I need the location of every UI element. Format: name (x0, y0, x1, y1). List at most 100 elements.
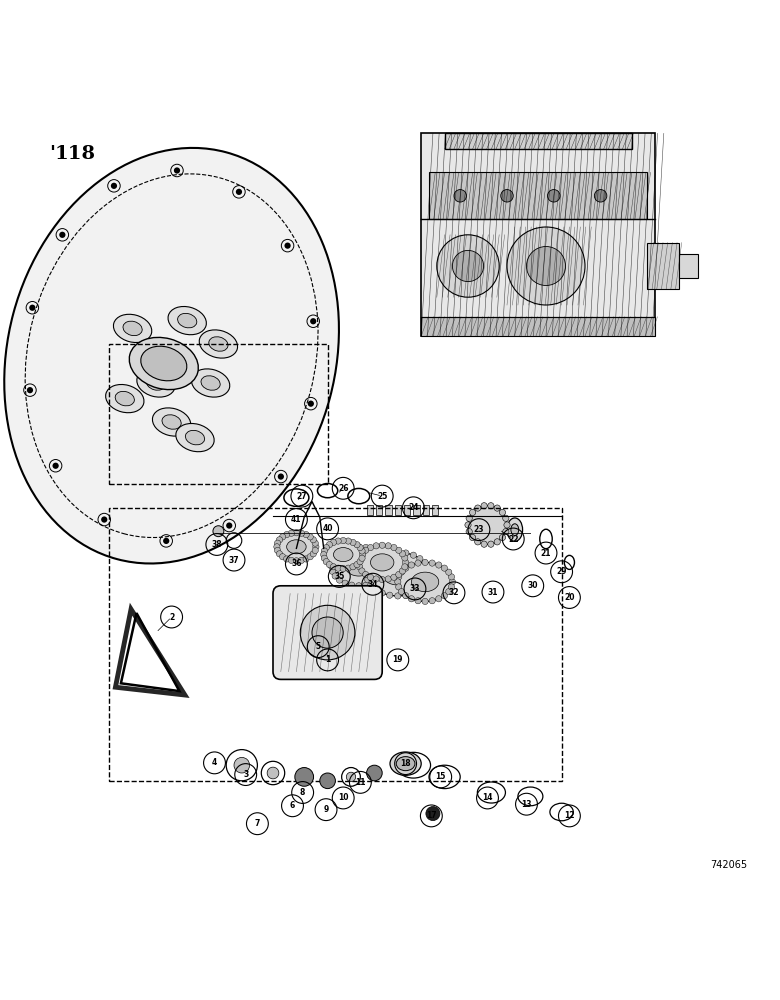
Circle shape (163, 538, 169, 544)
Circle shape (395, 593, 401, 599)
Circle shape (236, 189, 242, 195)
Circle shape (375, 549, 381, 556)
Circle shape (417, 556, 423, 562)
Circle shape (391, 544, 397, 551)
Circle shape (323, 544, 329, 551)
Text: 33: 33 (410, 584, 420, 593)
Text: 27: 27 (296, 492, 307, 501)
Text: 7: 7 (255, 819, 260, 828)
Bar (404, 505, 410, 515)
Circle shape (275, 547, 281, 554)
Circle shape (321, 548, 328, 554)
Circle shape (312, 540, 318, 546)
Circle shape (441, 565, 448, 571)
Ellipse shape (162, 415, 181, 429)
Circle shape (310, 551, 317, 557)
Circle shape (356, 564, 363, 570)
Ellipse shape (113, 314, 152, 343)
Circle shape (370, 580, 376, 586)
Circle shape (342, 580, 348, 586)
Ellipse shape (199, 330, 238, 358)
Circle shape (367, 582, 374, 588)
Circle shape (298, 530, 304, 536)
Bar (421, 317, 655, 336)
Circle shape (367, 574, 374, 580)
Text: 14: 14 (482, 793, 493, 802)
Ellipse shape (136, 369, 176, 397)
Circle shape (409, 596, 415, 602)
Text: 3: 3 (243, 770, 248, 779)
Text: 742065: 742065 (710, 860, 747, 870)
Circle shape (284, 556, 290, 562)
Text: 9: 9 (324, 805, 328, 814)
Circle shape (267, 767, 279, 779)
FancyBboxPatch shape (421, 133, 655, 336)
Circle shape (356, 555, 363, 561)
Circle shape (364, 577, 370, 583)
Text: ': ' (49, 145, 55, 163)
Circle shape (336, 577, 342, 583)
Circle shape (329, 558, 335, 564)
Circle shape (441, 593, 448, 599)
Circle shape (313, 544, 319, 550)
Ellipse shape (277, 533, 316, 561)
Circle shape (373, 586, 379, 593)
Circle shape (59, 232, 66, 238)
Ellipse shape (105, 384, 144, 413)
Text: 1: 1 (325, 655, 330, 664)
Circle shape (174, 167, 180, 174)
Circle shape (310, 537, 317, 543)
Circle shape (356, 583, 362, 589)
Circle shape (379, 553, 385, 560)
Ellipse shape (201, 376, 220, 390)
Circle shape (425, 577, 431, 583)
Text: 12: 12 (564, 811, 575, 820)
Circle shape (349, 544, 355, 551)
Circle shape (323, 558, 329, 565)
Text: 29: 29 (556, 567, 567, 576)
Circle shape (279, 554, 285, 560)
Text: 30: 30 (527, 581, 538, 590)
Circle shape (373, 556, 379, 562)
Circle shape (448, 584, 455, 590)
Ellipse shape (287, 540, 306, 554)
Circle shape (422, 559, 428, 566)
Ellipse shape (123, 321, 142, 336)
Circle shape (435, 562, 441, 568)
Text: 32: 32 (448, 588, 459, 597)
Circle shape (501, 190, 513, 202)
Circle shape (111, 183, 117, 189)
Circle shape (399, 568, 406, 574)
Circle shape (466, 529, 473, 535)
Circle shape (594, 190, 607, 202)
Circle shape (234, 757, 250, 773)
Ellipse shape (129, 337, 198, 390)
Circle shape (382, 568, 388, 574)
Circle shape (356, 544, 362, 550)
Circle shape (422, 560, 428, 566)
Text: 26: 26 (338, 484, 349, 493)
Circle shape (402, 592, 409, 598)
Circle shape (335, 565, 342, 571)
Ellipse shape (176, 423, 214, 452)
Circle shape (328, 563, 335, 569)
Text: 5: 5 (316, 642, 321, 651)
Circle shape (385, 576, 392, 582)
Circle shape (410, 552, 417, 558)
Circle shape (340, 566, 346, 572)
Bar (376, 505, 382, 515)
Text: 118: 118 (55, 145, 96, 163)
Circle shape (383, 563, 389, 569)
Circle shape (402, 565, 409, 571)
Ellipse shape (382, 563, 413, 585)
Ellipse shape (396, 757, 415, 771)
Ellipse shape (300, 605, 355, 660)
Ellipse shape (511, 524, 519, 535)
Bar (395, 505, 401, 515)
Circle shape (213, 526, 224, 537)
Text: 17: 17 (426, 811, 437, 820)
Circle shape (326, 542, 332, 548)
Circle shape (402, 593, 409, 599)
Circle shape (499, 509, 505, 516)
Circle shape (387, 550, 393, 556)
